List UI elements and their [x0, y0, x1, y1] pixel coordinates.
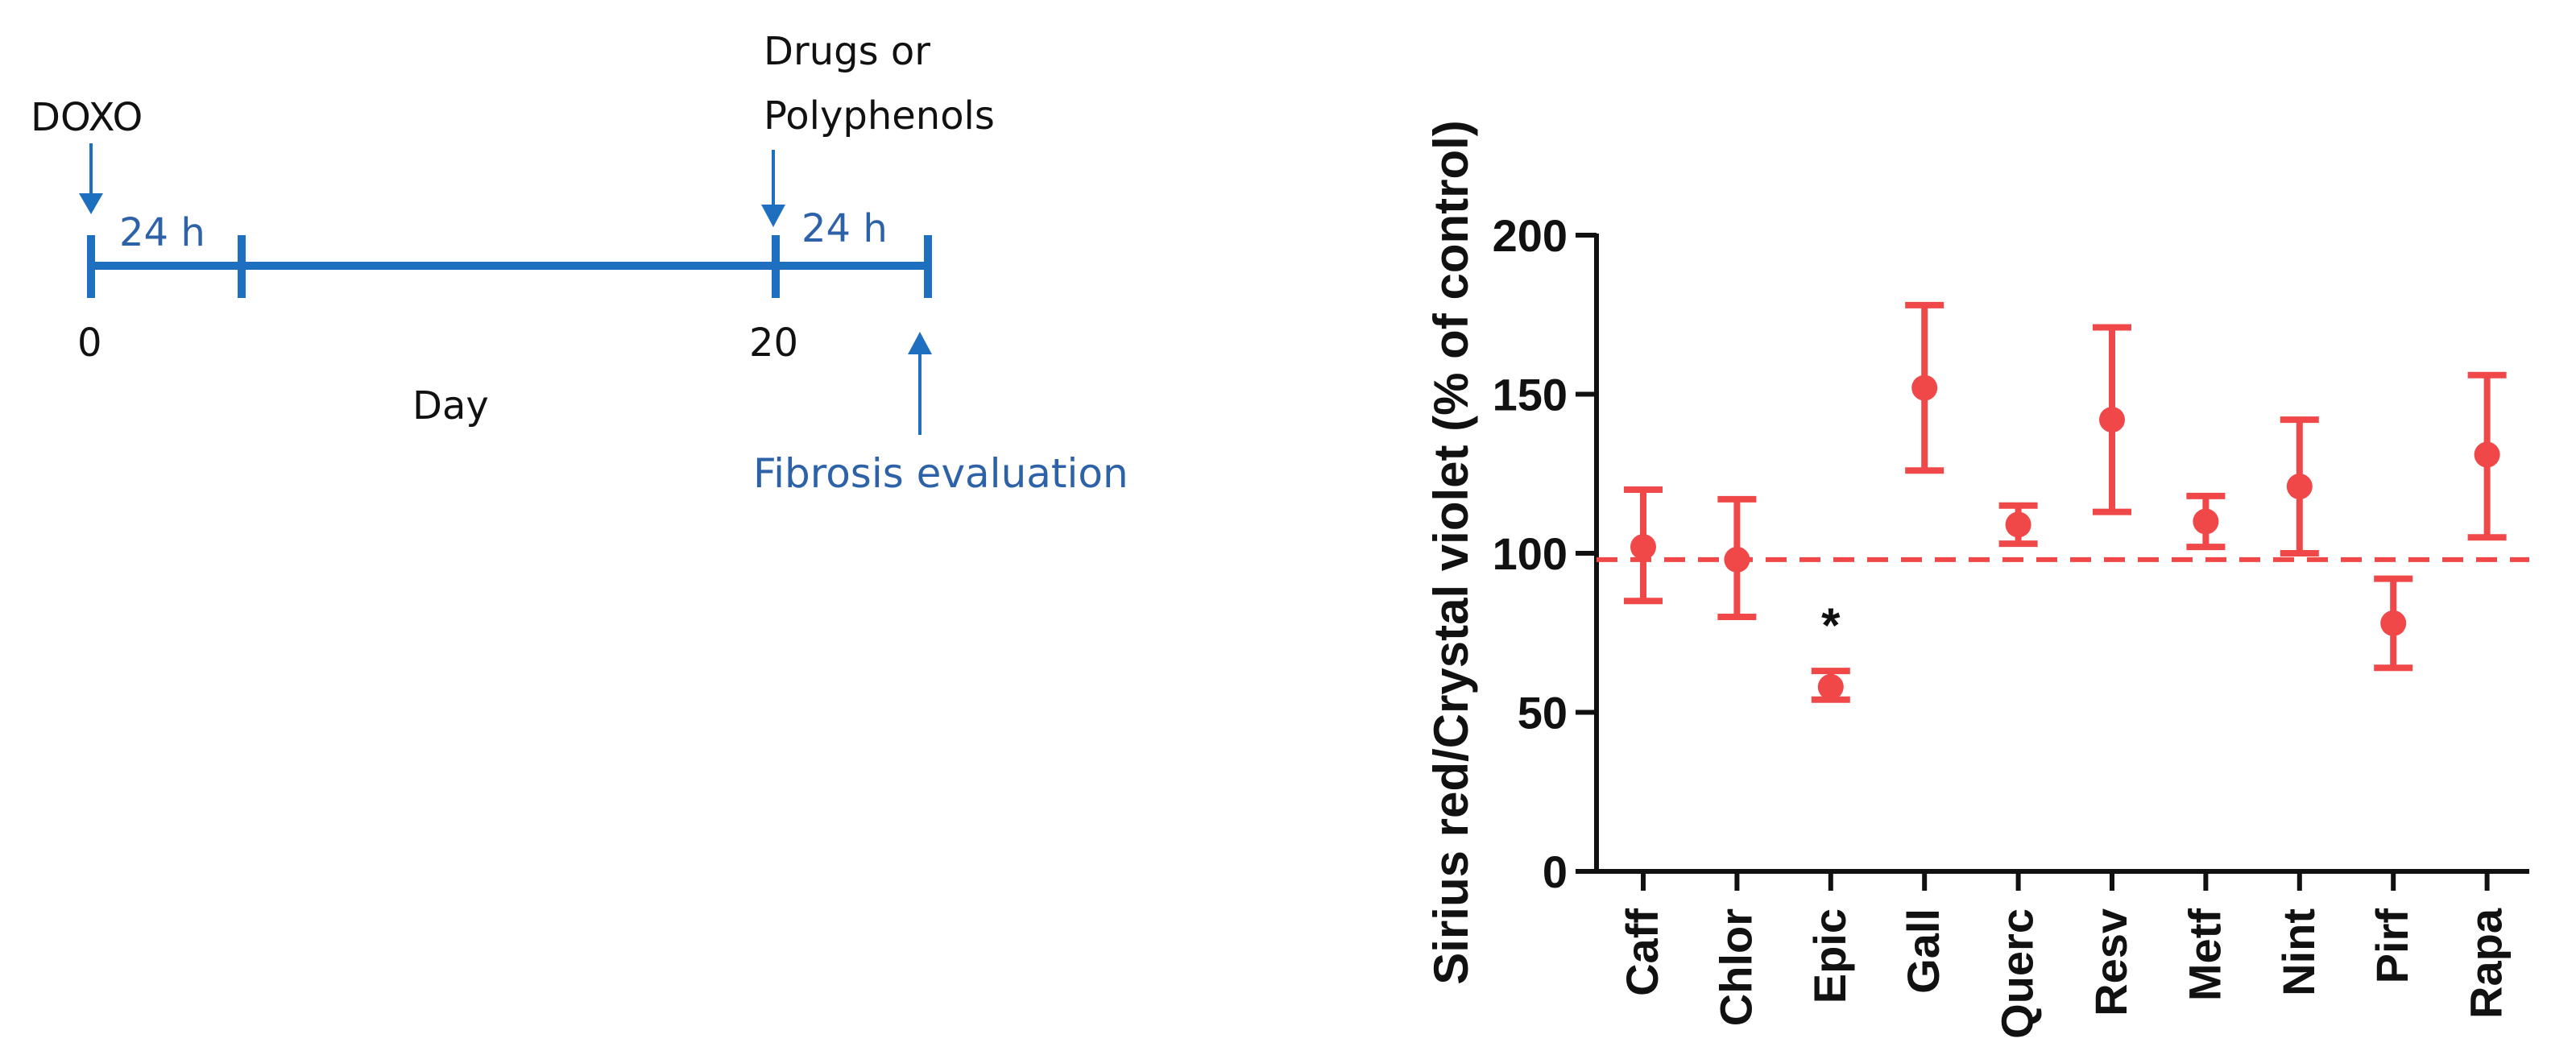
- mean-point-rapa: [2474, 441, 2500, 468]
- fibrosis-chart: Sirius red/Crystal violet (% of control)…: [1424, 120, 2529, 1039]
- x-tick-label-rapa: Rapa: [2461, 908, 2512, 1019]
- mean-point-chlor: [1724, 546, 1750, 573]
- x-tick-label-querc: Querc: [1992, 908, 2043, 1039]
- tick-label-20: 20: [749, 321, 798, 366]
- interval1-label: 24 h: [119, 210, 205, 255]
- tick-label-0: 0: [77, 321, 102, 366]
- x-tick-label-epic: Epic: [1804, 908, 1855, 1003]
- x-tick-label-chlor: Chlor: [1710, 908, 1761, 1026]
- mean-point-caff: [1630, 534, 1656, 561]
- x-tick-label-gall: Gall: [1898, 908, 1949, 994]
- y-tick-label-150: 150: [1493, 370, 1568, 420]
- x-tick-label-nint: Nint: [2273, 908, 2324, 996]
- x-tick-label-metf: Metf: [2179, 908, 2230, 1001]
- significance-annotation-epic: *: [1821, 598, 1841, 652]
- mean-point-epic: [1817, 673, 1844, 700]
- mean-point-nint: [2286, 474, 2313, 500]
- drugs-label-line2: Polyphenols: [764, 93, 995, 139]
- y-axis-title: Sirius red/Crystal violet (% of control): [1424, 120, 1478, 985]
- day-axis-label: Day: [412, 383, 489, 428]
- x-tick-label-resv: Resv: [2085, 908, 2136, 1016]
- evaluation-arrowhead: [908, 332, 932, 354]
- x-tick-labels: Caff Chlor Epic Gall Querc Resv Metf Nint Pirf Ra…: [1617, 908, 2512, 1039]
- y-tick-label-200: 200: [1493, 210, 1568, 261]
- doxo-arrowhead: [79, 193, 103, 214]
- mean-point-querc: [2005, 511, 2031, 538]
- x-tick-label-pirf: Pirf: [2367, 908, 2417, 984]
- chart-marks: *: [1624, 301, 2507, 703]
- y-tick-label-100: 100: [1493, 528, 1568, 579]
- y-tick-label-0: 0: [1543, 846, 1568, 897]
- interval2-label: 24 h: [801, 206, 888, 251]
- mean-point-metf: [2193, 508, 2219, 535]
- drugs-label-line1: Drugs or: [764, 29, 930, 74]
- doxo-label: DOXO: [31, 95, 143, 140]
- x-tick-label-caff: Caff: [1617, 908, 1667, 996]
- mean-point-pirf: [2380, 610, 2407, 636]
- chart-axes: 0 50 100 150 200: [1493, 210, 2529, 897]
- evaluation-label: Fibrosis evaluation: [753, 450, 1129, 497]
- y-tick-label-50: 50: [1518, 688, 1568, 738]
- drugs-arrowhead: [761, 205, 785, 227]
- mean-point-gall: [1911, 374, 1938, 401]
- mean-point-resv: [2099, 407, 2125, 433]
- timeline-diagram: DOXO Drugs or Polyphenols 24 h 24 h 0 20…: [31, 29, 1129, 497]
